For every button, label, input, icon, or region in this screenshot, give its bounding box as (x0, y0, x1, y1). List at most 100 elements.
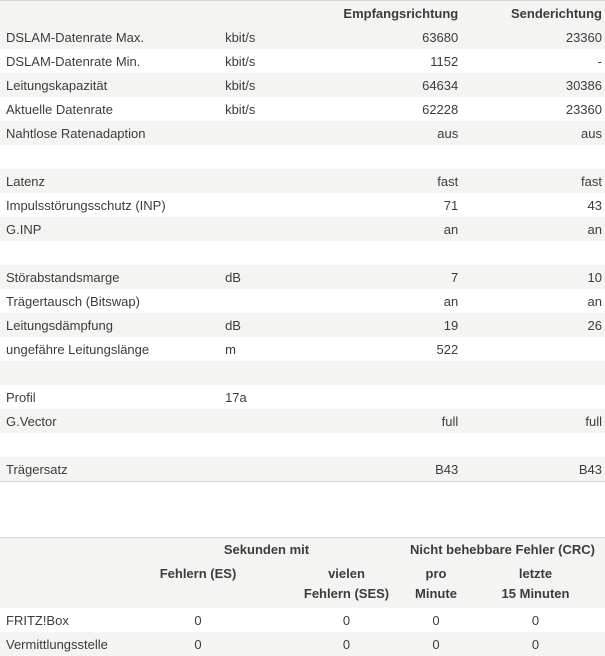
row-upstream: 23360 (565, 101, 602, 117)
row-label: Trägertausch (Bitswap) (6, 293, 140, 309)
row-unit: m (225, 341, 236, 357)
table-row: G.Vector full full (0, 409, 605, 433)
row-label: ungefähre Leitungslänge (6, 341, 150, 357)
header-crc: Nicht behebbare Fehler (CRC) (410, 542, 595, 557)
row-downstream: 1152 (430, 53, 459, 69)
table-row: Leitungskapazität kbit/s 64634 30386 (0, 73, 605, 97)
row-downstream: B43 (435, 461, 459, 477)
row-label: DSLAM-Datenrate Min. (6, 53, 141, 69)
row-per-minute: 0 (432, 612, 440, 628)
row-upstream: full (585, 413, 602, 429)
row-upstream (458, 361, 605, 385)
row-downstream (340, 385, 459, 409)
row-upstream: 23360 (565, 29, 602, 45)
row-unit: dB (225, 269, 241, 285)
row-label: Störabstandsmarge (6, 269, 120, 285)
row-downstream: 63680 (422, 29, 459, 45)
row-label: Aktuelle Datenrate (6, 101, 113, 117)
group-header-row: Sekunden mit Nicht behebbare Fehler (CRC… (0, 537, 605, 564)
table-row: Trägersatz B43 B43 (0, 457, 605, 482)
row-upstream: aus (581, 125, 602, 141)
row-last-15: 0 (531, 636, 540, 652)
row-unit: kbit/s (225, 29, 256, 45)
row-label: Leitungsdämpfung (6, 317, 113, 333)
row-downstream: full (441, 413, 459, 429)
row-per-minute: 0 (432, 636, 440, 652)
row-downstream: fast (437, 173, 459, 189)
table-row: Latenz fast fast (0, 169, 605, 193)
table-header-row: Empfangsrichtung Senderichtung (0, 0, 605, 26)
row-upstream: 30386 (565, 77, 602, 93)
row-label: G.Vector (6, 413, 57, 429)
row-downstream: an (443, 221, 459, 237)
row-unit (219, 169, 340, 193)
table-row: Trägertausch (Bitswap) an an (0, 289, 605, 313)
row-label: Leitungskapazität (6, 77, 108, 93)
row-label: Vermittlungsstelle (6, 636, 108, 652)
row-unit: kbit/s (225, 53, 256, 69)
row-downstream: 64634 (422, 77, 459, 93)
row-es: 0 (194, 636, 202, 652)
header-seconds-with: Sekunden mit (223, 542, 310, 557)
row-downstream (340, 241, 459, 265)
header-ses: vielen Fehlern (SES) (303, 566, 390, 601)
row-unit: 17a (225, 389, 247, 405)
row-upstream (458, 337, 605, 361)
row-upstream: - (597, 53, 602, 69)
header-unit (219, 1, 340, 26)
sub-header-row: Fehlern (ES) vielen Fehlern (SES) pro Minu… (0, 564, 605, 608)
header-per-minute: pro Minute (415, 566, 457, 601)
row-unit (219, 361, 340, 385)
row-downstream: 71 (443, 197, 459, 213)
table-row: DSLAM-Datenrate Max. kbit/s 63680 23360 (0, 25, 605, 49)
spacer-row (0, 361, 605, 385)
row-upstream (458, 385, 605, 409)
row-downstream (340, 361, 459, 385)
row-label (0, 433, 219, 457)
table-row: Aktuelle Datenrate kbit/s 62228 23360 (0, 97, 605, 121)
row-downstream (340, 145, 459, 169)
row-upstream: 43 (587, 197, 602, 213)
row-ses: 0 (342, 612, 351, 628)
row-upstream: an (587, 293, 602, 309)
table-row: Vermittlungsstelle 0 0 0 0 (0, 632, 605, 656)
row-last-15: 0 (531, 612, 540, 628)
spacer-row (0, 145, 605, 169)
header-label (0, 1, 219, 26)
dsl-line-table: Empfangsrichtung Senderichtung DSLAM-Dat… (0, 0, 605, 482)
row-ses: 0 (342, 636, 351, 652)
row-label: Profil (6, 389, 36, 405)
row-upstream (458, 241, 605, 265)
row-unit: kbit/s (225, 101, 256, 117)
header-last-15: letzte 15 Minuten (501, 566, 570, 601)
table-row: Störabstandsmarge dB 7 10 (0, 265, 605, 289)
table-row: ungefähre Leitungslänge m 522 (0, 337, 605, 361)
row-upstream (458, 145, 605, 169)
row-unit (219, 289, 340, 313)
header-downstream: Empfangsrichtung (343, 5, 459, 21)
row-label: Trägersatz (6, 461, 68, 477)
row-label: Nahtlose Ratenadaption (6, 125, 146, 141)
row-unit (219, 193, 340, 217)
row-upstream (458, 433, 605, 457)
row-upstream: B43 (578, 461, 602, 477)
row-downstream: 19 (443, 317, 459, 333)
row-label (0, 145, 219, 169)
row-unit: kbit/s (225, 77, 256, 93)
row-downstream: 62228 (422, 101, 459, 117)
row-label (0, 241, 219, 265)
row-unit (219, 457, 340, 482)
header-es: Fehlern (ES) (159, 566, 237, 581)
row-downstream: 522 (436, 341, 459, 357)
row-label: Latenz (6, 173, 46, 189)
row-label (0, 361, 219, 385)
row-unit (219, 145, 340, 169)
row-upstream: 26 (587, 317, 602, 333)
row-downstream: aus (437, 125, 459, 141)
header-upstream: Senderichtung (510, 5, 602, 21)
row-upstream: an (587, 221, 602, 237)
row-label: G.INP (6, 221, 42, 237)
row-unit (219, 121, 340, 145)
row-downstream: 7 (451, 269, 459, 285)
row-upstream: fast (581, 173, 602, 189)
